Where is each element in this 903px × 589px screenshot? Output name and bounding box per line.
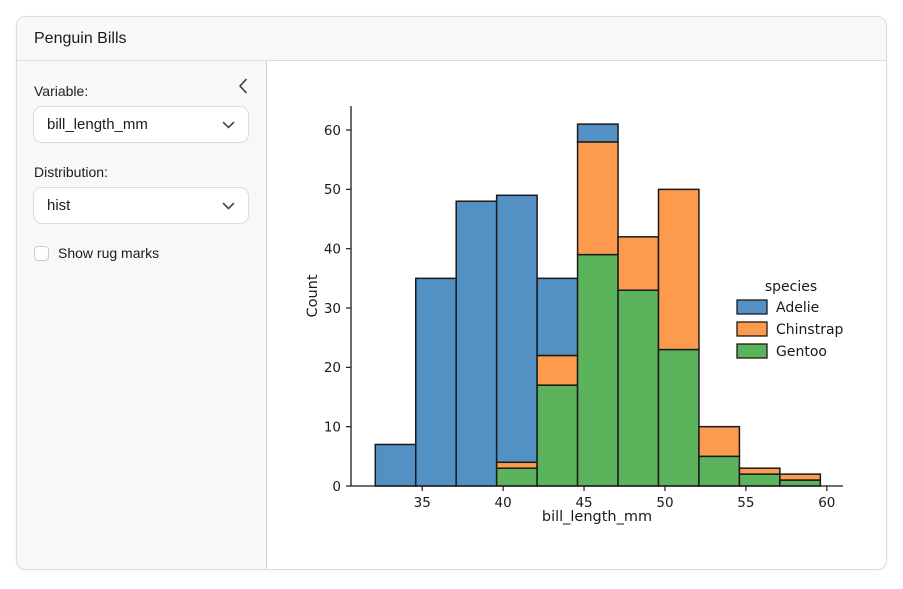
svg-text:40: 40 bbox=[324, 241, 341, 257]
rug-checkbox-row: Show rug marks bbox=[33, 245, 249, 261]
svg-text:bill_length_mm: bill_length_mm bbox=[542, 509, 652, 525]
svg-text:50: 50 bbox=[656, 495, 673, 511]
distribution-select[interactable]: hist bbox=[33, 187, 249, 224]
svg-text:20: 20 bbox=[324, 360, 341, 376]
histogram-svg: 35 40 45 50 55 60 0 10 20 30 40 50 60 bill_length_mm C… bbox=[305, 106, 844, 525]
page-title: Penguin Bills bbox=[34, 29, 127, 47]
app-card: Penguin Bills Variable: bill_length_mm D… bbox=[16, 16, 887, 570]
rug-checkbox-label[interactable]: Show rug marks bbox=[58, 245, 160, 261]
variable-select[interactable]: bill_length_mm bbox=[33, 106, 249, 143]
main-panel: 35 40 45 50 55 60 0 10 20 30 40 50 60 bill_length_mm C… bbox=[267, 61, 886, 569]
rug-checkbox[interactable] bbox=[34, 245, 49, 261]
svg-text:Count: Count bbox=[305, 274, 321, 317]
svg-text:60: 60 bbox=[324, 123, 341, 139]
svg-text:50: 50 bbox=[324, 182, 341, 198]
chevron-down-icon bbox=[222, 121, 235, 129]
histogram-chart: 35 40 45 50 55 60 0 10 20 30 40 50 60 bill_length_mm C… bbox=[271, 65, 883, 569]
variable-select-value: bill_length_mm bbox=[47, 116, 148, 133]
svg-text:60: 60 bbox=[818, 495, 835, 511]
svg-text:Chinstrap: Chinstrap bbox=[776, 322, 844, 338]
chevron-down-icon bbox=[222, 202, 235, 210]
app-body: Variable: bill_length_mm Distribution: h… bbox=[17, 61, 886, 569]
svg-text:Adelie: Adelie bbox=[776, 300, 819, 316]
svg-text:0: 0 bbox=[332, 479, 341, 495]
svg-text:40: 40 bbox=[495, 495, 512, 511]
svg-text:55: 55 bbox=[737, 495, 754, 511]
chevron-left-icon bbox=[238, 78, 248, 94]
svg-text:30: 30 bbox=[324, 301, 341, 317]
variable-label: Variable: bbox=[34, 83, 89, 99]
app-header: Penguin Bills bbox=[17, 17, 886, 61]
sidebar: Variable: bill_length_mm Distribution: h… bbox=[17, 61, 267, 569]
svg-text:10: 10 bbox=[324, 419, 341, 435]
svg-text:species: species bbox=[765, 279, 817, 295]
distribution-select-value: hist bbox=[47, 197, 71, 214]
distribution-label: Distribution: bbox=[34, 164, 108, 180]
svg-text:Gentoo: Gentoo bbox=[776, 344, 827, 360]
svg-text:45: 45 bbox=[575, 495, 592, 511]
svg-text:35: 35 bbox=[414, 495, 431, 511]
sidebar-collapse-button[interactable] bbox=[232, 75, 254, 97]
